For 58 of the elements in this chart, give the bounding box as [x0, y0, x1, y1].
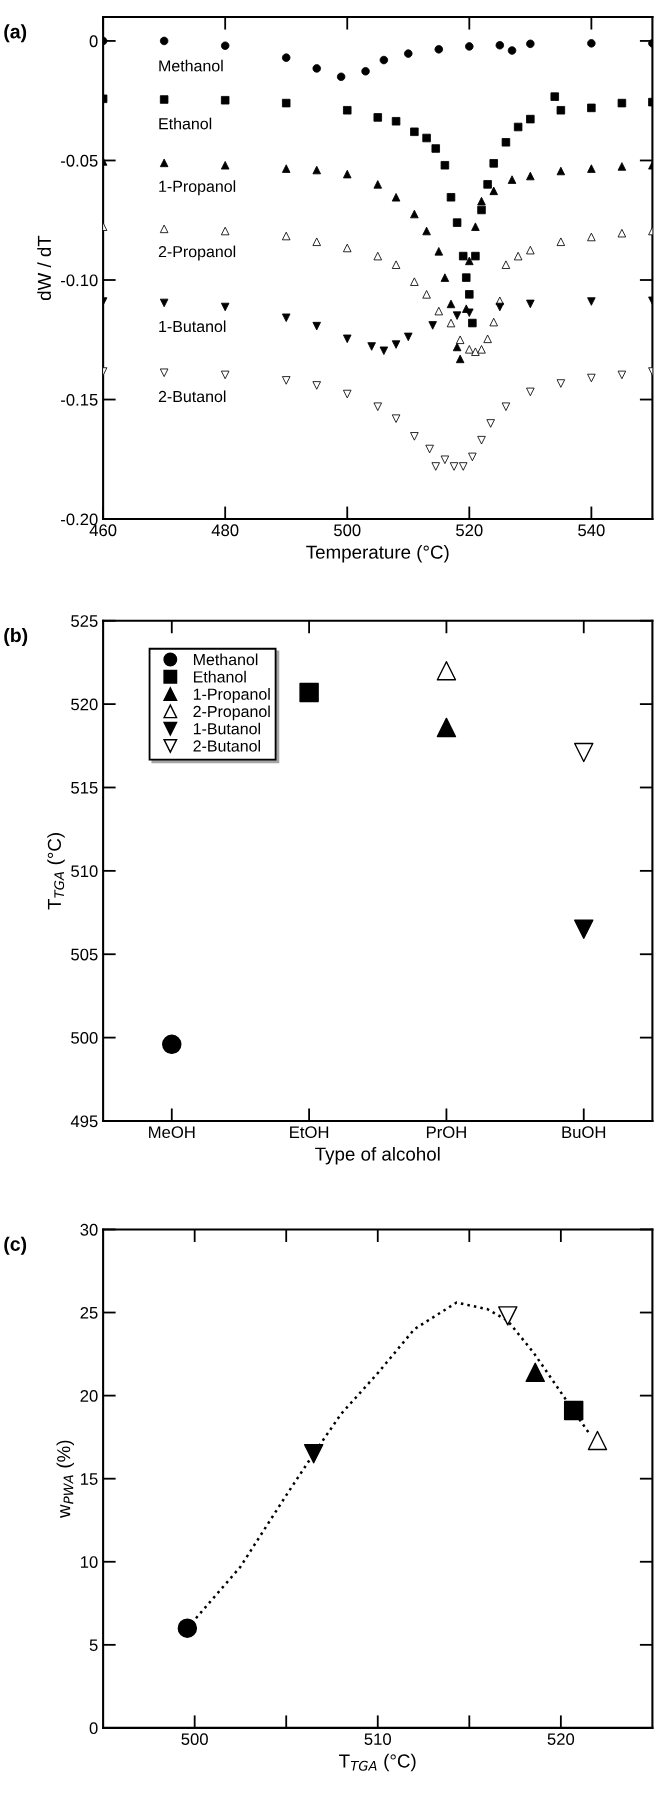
y-tick-label: 0 [89, 35, 98, 48]
x-tick-label: EtOH [290, 1126, 329, 1139]
legend-label: 2-Butanol [193, 739, 260, 752]
x-tick-label: 500 [334, 524, 361, 537]
y-axis-title: w$_{PWA}$ (%) [56, 1440, 75, 1518]
x-tick-label: 520 [456, 524, 483, 537]
y-tick-label: 520 [71, 698, 98, 711]
y-tick-label: 0 [89, 1722, 98, 1735]
y-tick-label: -0.20 [61, 513, 98, 526]
legend-label: 1-Propanol [193, 688, 270, 703]
chart-title: (c) [4, 1236, 27, 1255]
point [177, 1618, 198, 1638]
x-tick-label: 500 [181, 1733, 208, 1746]
x-tick-label: 540 [578, 524, 605, 537]
y-tick-label: 510 [71, 865, 98, 878]
chart-title: (a) [4, 24, 27, 43]
chart-title: (b) [4, 627, 28, 647]
legend-label: Ethanol [193, 670, 246, 683]
series-label: 2-Propanol [158, 245, 236, 261]
y-tick-label: -0.05 [61, 154, 98, 167]
y-axis-title: T$_{TGA}$ (°C) [47, 833, 65, 910]
legend-label: Methanol [193, 653, 258, 666]
legend-label: 2-Propanol [193, 705, 270, 721]
y-tick-label: -0.15 [61, 393, 98, 406]
y-tick-label: 10 [80, 1556, 98, 1568]
y-tick-label: 30 [80, 1223, 98, 1236]
point [563, 1400, 584, 1421]
x-axis-title: T$_{TGA}$ (°C) [339, 1753, 416, 1772]
series-label: 2-Butanol [158, 390, 226, 403]
point [498, 1306, 518, 1326]
series-label: 1-Propanol [159, 180, 236, 196]
x-tick-label: MeOH [149, 1126, 195, 1139]
y-tick-label: 25 [80, 1306, 98, 1319]
y-tick-label: 515 [71, 782, 98, 794]
point [303, 1444, 324, 1464]
y-tick-label: 505 [71, 948, 98, 961]
y-tick-label: 15 [80, 1473, 98, 1485]
x-tick-label: 480 [211, 524, 239, 537]
x-tick-label: BuOH [562, 1126, 606, 1139]
y-tick-label: -0.10 [61, 274, 98, 287]
point [587, 1430, 608, 1451]
legend-label: 1-Butanol [193, 722, 260, 735]
series-label: Ethanol [159, 117, 212, 130]
x-tick-label: 520 [547, 1733, 575, 1746]
x-axis-title: Type of alcohol [315, 1146, 440, 1165]
x-axis-title: Temperature (°C) [306, 545, 449, 563]
y-tick-label: 500 [71, 1032, 98, 1044]
x-tick-label: 460 [89, 524, 117, 537]
y-tick-label: 20 [80, 1390, 98, 1402]
series-label: 1-Butanol [159, 320, 226, 333]
y-tick-label: 495 [70, 1115, 98, 1128]
x-tick-label: 510 [364, 1733, 392, 1746]
y-tick-label: 5 [89, 1639, 98, 1652]
y-axis-title: dW / dT [37, 235, 52, 301]
point [525, 1362, 545, 1383]
series-label: Methanol [159, 59, 223, 72]
x-tick-label: PrOH [426, 1126, 466, 1139]
y-tick-label: 525 [71, 615, 98, 627]
